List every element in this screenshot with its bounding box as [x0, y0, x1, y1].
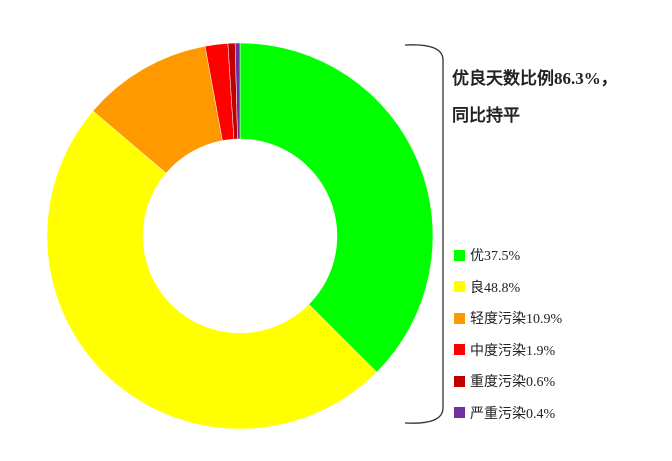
slice-0 [239, 42, 434, 373]
legend-swatch [454, 249, 465, 261]
legend-label: 重度污染0.6% [470, 375, 556, 390]
legend-item: 重度污染0.6% [454, 371, 555, 391]
legend-swatch [454, 375, 465, 387]
slice-5 [234, 42, 241, 140]
legend-label: 优37.5% [470, 249, 521, 264]
legend-item: 优37.5% [454, 245, 520, 265]
legend-item: 轻度污染10.9% [454, 308, 562, 328]
legend-item: 中度污染1.9% [454, 340, 555, 360]
legend-label: 良48.8% [470, 280, 521, 296]
legend-item: 严重污染0.4% [454, 403, 555, 423]
legend-swatch [454, 312, 465, 324]
legend-label: 轻度污染10.9% [470, 312, 563, 327]
annotation-line-1: 优良天数比例86.3%， [452, 69, 618, 88]
legend-label: 中度污染1.9% [470, 343, 556, 359]
legend-item: 良48.8% [454, 277, 520, 297]
legend-swatch [454, 281, 465, 292]
bracket [404, 44, 444, 424]
legend-label: 严重污染0.4% [470, 406, 556, 422]
legend-swatch [454, 407, 465, 418]
slice-1 [46, 110, 378, 430]
annotation-line-2: 同比持平 [452, 106, 520, 125]
legend-swatch [454, 344, 465, 355]
